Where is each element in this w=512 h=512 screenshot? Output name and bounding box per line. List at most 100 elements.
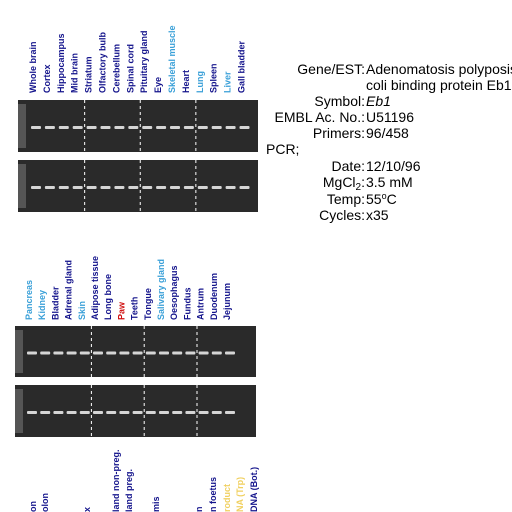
gel — [18, 160, 258, 212]
colon: : — [361, 174, 365, 190]
info-value: 3.5 mM — [366, 174, 413, 190]
lane-label: Spinal cord — [125, 44, 135, 93]
lane-label: Cerebellum — [111, 44, 121, 93]
superscript: o — [382, 191, 387, 201]
lane-label: Bladder — [50, 286, 60, 320]
band — [79, 351, 90, 355]
band — [142, 186, 153, 189]
info-heading: PCR; — [266, 141, 299, 157]
band — [58, 126, 69, 129]
band — [86, 126, 97, 129]
band — [40, 411, 51, 414]
lane-label: Teeth — [130, 297, 140, 320]
band — [170, 126, 180, 129]
lane-label: Heart — [181, 70, 191, 93]
lane-label: Lung — [195, 71, 205, 93]
info-value: U51196 — [366, 109, 414, 125]
band — [44, 186, 55, 189]
band — [114, 126, 125, 129]
band — [128, 126, 139, 129]
info-label: Symbol: — [314, 93, 365, 109]
band — [106, 351, 117, 355]
lane-label: Spleen — [209, 63, 219, 93]
gel-ladder — [15, 330, 23, 373]
panel: Pancreas Kidney Bladder Adrenal gland Skin Ad… — [15, 256, 256, 437]
band — [132, 351, 143, 355]
band — [172, 411, 183, 414]
info-value: Eb1 — [366, 93, 391, 109]
info-value: coli binding protein Eb1 — [366, 77, 512, 93]
band — [197, 126, 208, 129]
band — [185, 351, 196, 355]
band — [128, 186, 139, 189]
lane-label: Whole brain — [28, 42, 38, 94]
value: 55 — [366, 191, 382, 207]
band — [40, 351, 51, 355]
lane-label: olon — [40, 493, 50, 512]
lane-label: Duodenum — [209, 273, 219, 320]
lane-label: mis — [151, 496, 161, 512]
band — [31, 126, 41, 129]
band — [159, 411, 169, 414]
info-value: 96/458 — [366, 125, 409, 141]
info-label: Primers: — [313, 125, 365, 141]
band — [93, 351, 103, 355]
band — [198, 411, 209, 414]
band — [66, 351, 77, 355]
band — [156, 126, 167, 129]
lane-label: Hippocampus — [56, 33, 66, 93]
band — [114, 186, 125, 189]
lane-label: Striatum — [84, 56, 94, 93]
band — [170, 186, 180, 189]
lane-label: n foetus — [208, 477, 218, 512]
band — [145, 411, 156, 414]
band — [27, 351, 37, 355]
lane-label: Skin — [77, 301, 87, 320]
band — [211, 411, 222, 414]
band — [225, 186, 236, 189]
band — [239, 126, 250, 129]
lane-label: Adrenal gland — [64, 260, 74, 320]
band — [159, 351, 169, 355]
lane-label: Fundus — [182, 288, 192, 321]
gel-ladder — [15, 389, 23, 433]
band — [72, 126, 83, 129]
info-value: Adenomatosis polyposis — [366, 61, 512, 77]
lane-label: Cortex — [42, 64, 52, 93]
band — [183, 186, 194, 189]
band — [106, 411, 117, 414]
lane-label: Pancreas — [24, 280, 34, 320]
band — [132, 411, 143, 414]
band — [66, 411, 77, 414]
band — [31, 186, 41, 189]
info-label: MgCl2: — [323, 174, 365, 193]
lane-label: Pituitary gland — [139, 30, 149, 93]
band — [225, 411, 235, 414]
band — [53, 411, 64, 414]
info-block: Gene/EST: Adenomatosis polyposis coli bi… — [266, 61, 512, 223]
lane-label: Long bone — [103, 274, 113, 320]
band — [185, 411, 196, 414]
band — [27, 411, 37, 414]
subscript: 2 — [356, 182, 362, 193]
band — [100, 186, 111, 189]
band — [142, 126, 153, 129]
lane-label: Mid brain — [70, 53, 80, 93]
lane-label: Eye — [153, 77, 163, 93]
lane-label: land non-preg. — [111, 450, 121, 512]
lane-label: Skeletal muscle — [167, 25, 177, 93]
band — [79, 411, 90, 414]
band — [93, 411, 103, 414]
band — [119, 411, 130, 414]
lane-label: DNA (Bot.) — [249, 467, 259, 512]
info-label: Date: — [332, 158, 365, 174]
band — [197, 186, 208, 189]
lane-label: roduct — [222, 484, 232, 512]
gel-ladder — [18, 164, 26, 208]
lane-label: Adipose tissue — [90, 256, 100, 320]
band — [211, 126, 222, 129]
band — [72, 186, 83, 189]
lane-label: Salivary gland — [156, 259, 166, 320]
lane-label: Paw — [116, 301, 126, 320]
info-label: Cycles: — [319, 207, 365, 223]
